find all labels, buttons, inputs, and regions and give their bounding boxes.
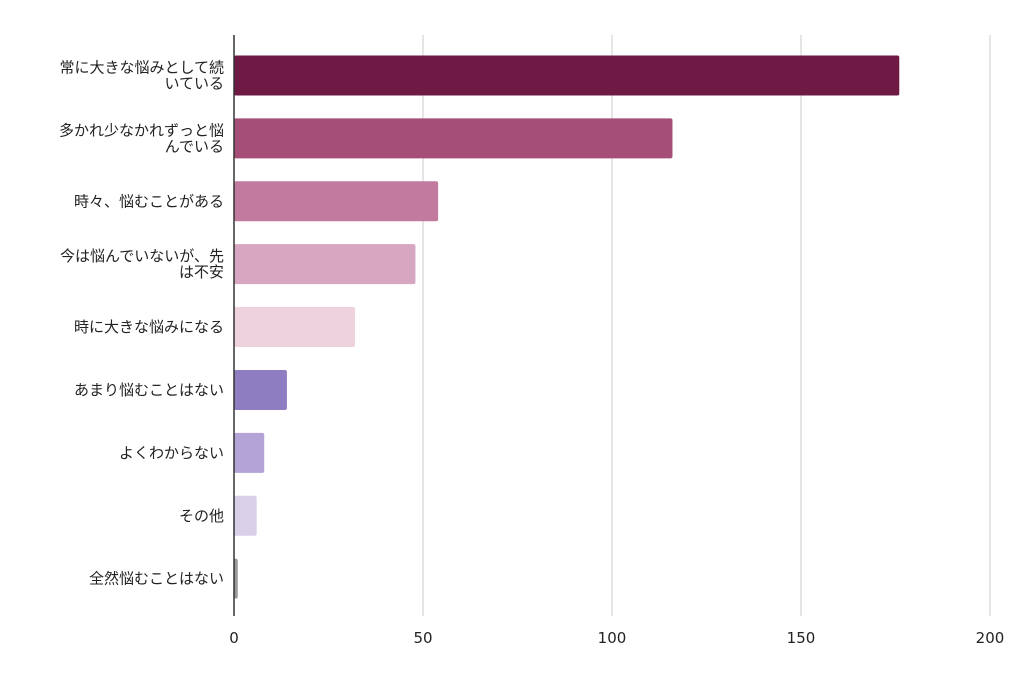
category-label-line: 常に大きな悩みとして続: [59, 58, 224, 76]
category-label-line: 全然悩むことはない: [89, 570, 224, 588]
bars: [234, 55, 900, 599]
category-label-line: 時々、悩むことがある: [74, 192, 224, 210]
category-label: 時に大きな悩みになる: [74, 318, 224, 336]
bar: [234, 495, 257, 536]
bar: [234, 55, 900, 96]
category-label: よくわからない: [119, 444, 224, 462]
x-tick-label: 200: [976, 629, 1005, 647]
category-label-line: 多かれ少なかれずっと悩: [59, 121, 224, 139]
category-label-line: 時に大きな悩みになる: [74, 318, 224, 336]
x-tick-label: 0: [229, 629, 239, 647]
x-tick-labels: 0 50 100 150 200: [229, 629, 1004, 647]
category-label: 今は悩んでいないが、先は不安: [60, 247, 224, 281]
category-label: 時々、悩むことがある: [74, 192, 224, 210]
category-label-line: その他: [179, 507, 224, 525]
bar: [234, 244, 416, 285]
category-label: その他: [179, 507, 224, 525]
category-label-line: 今は悩んでいないが、先: [60, 247, 224, 265]
category-label: 全然悩むことはない: [89, 570, 224, 588]
bar: [234, 118, 673, 159]
bar: [234, 558, 238, 599]
category-label: 常に大きな悩みとして続いている: [59, 58, 224, 92]
bar: [234, 369, 287, 410]
x-tick-label: 150: [787, 629, 816, 647]
x-tick-label: 100: [598, 629, 627, 647]
x-tick-label: 50: [413, 629, 432, 647]
category-label: 多かれ少なかれずっと悩んでいる: [59, 121, 224, 155]
category-label-line: よくわからない: [119, 444, 224, 462]
bar: [234, 307, 355, 348]
category-label-line: あまり悩むことはない: [74, 381, 224, 399]
category-labels: 常に大きな悩みとして続いている多かれ少なかれずっと悩んでいる時々、悩むことがある…: [59, 58, 224, 587]
bar: [234, 181, 439, 222]
category-label-line: んでいる: [165, 137, 224, 155]
category-label: あまり悩むことはない: [74, 381, 224, 399]
category-label-line: いている: [164, 74, 224, 92]
category-label-line: は不安: [179, 263, 224, 281]
bar: [234, 432, 265, 473]
